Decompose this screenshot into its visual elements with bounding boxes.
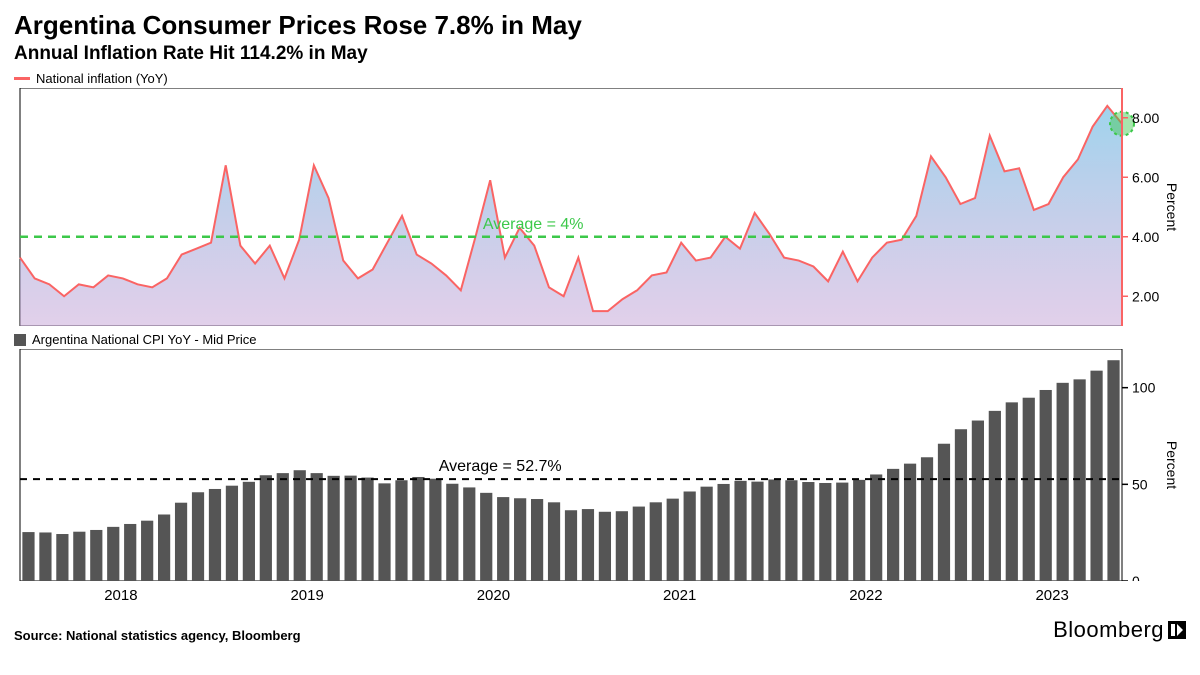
top-chart: Average = 4% 2.00 4.00 6.00 8.00 Percent <box>14 88 1186 326</box>
bottom-chart-svg: Average = 52.7% 0 50 100 <box>14 349 1186 581</box>
top-legend-label: National inflation (YoY) <box>36 71 168 86</box>
bottom-legend-label: Argentina National CPI YoY - Mid Price <box>32 332 257 347</box>
svg-text:2.00: 2.00 <box>1132 288 1159 304</box>
x-tick-label: 2019 <box>290 587 323 604</box>
x-tick-label: 2020 <box>477 587 510 604</box>
svg-text:50: 50 <box>1132 476 1148 492</box>
svg-text:4.00: 4.00 <box>1132 229 1159 245</box>
svg-text:0: 0 <box>1132 573 1140 581</box>
chart-title: Argentina Consumer Prices Rose 7.8% in M… <box>14 10 1186 41</box>
x-axis-labels: 2018 2019 2020 2021 2022 2023 <box>14 581 1186 611</box>
x-tick-label: 2021 <box>663 587 696 604</box>
svg-text:Average = 4%: Average = 4% <box>483 216 584 233</box>
bottom-legend: Argentina National CPI YoY - Mid Price <box>14 332 1186 347</box>
svg-text:8.00: 8.00 <box>1132 110 1159 126</box>
chart-subtitle: Annual Inflation Rate Hit 114.2% in May <box>14 43 1186 65</box>
brand-label: Bloomberg <box>1053 617 1164 643</box>
x-tick-label: 2023 <box>1035 587 1068 604</box>
bottom-axis-title: Percent <box>1164 441 1180 489</box>
bottom-chart: Average = 52.7% 0 50 100 Percent <box>14 349 1186 581</box>
brand-icon <box>1168 621 1186 639</box>
source-line: Source: National statistics agency, Bloo… <box>14 628 301 643</box>
brand: Bloomberg <box>1053 617 1186 643</box>
top-axis-title: Percent <box>1164 183 1180 231</box>
svg-text:6.00: 6.00 <box>1132 169 1159 185</box>
top-legend-swatch <box>14 77 30 80</box>
top-legend: National inflation (YoY) <box>14 71 1186 86</box>
x-tick-label: 2022 <box>849 587 882 604</box>
svg-text:Average = 52.7%: Average = 52.7% <box>439 458 562 475</box>
svg-text:100: 100 <box>1132 380 1156 396</box>
bottom-legend-swatch <box>14 334 26 346</box>
top-chart-svg: Average = 4% 2.00 4.00 6.00 8.00 <box>14 88 1186 326</box>
x-tick-label: 2018 <box>104 587 137 604</box>
